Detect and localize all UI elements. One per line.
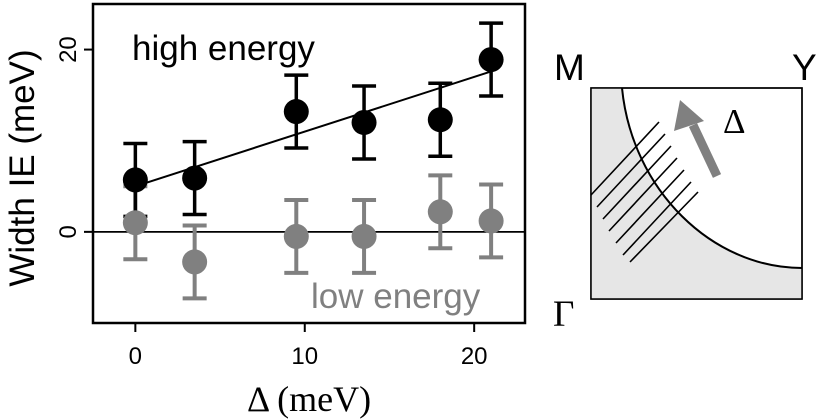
low-energy-point xyxy=(478,208,504,234)
high-energy-point xyxy=(427,107,453,133)
x-axis-label: Δ (meV) xyxy=(247,379,371,419)
high-energy-point xyxy=(351,109,377,135)
inset-corner-gamma: Γ xyxy=(553,294,574,335)
low-energy-point xyxy=(283,223,309,249)
inset-arrow-label: Δ xyxy=(723,102,746,141)
inset-corner-m: M xyxy=(554,47,585,88)
high-energy-point xyxy=(182,165,208,191)
low-energy-point xyxy=(351,223,377,249)
x-tick-label: 20 xyxy=(461,343,488,370)
inset-shaded-region xyxy=(591,88,802,299)
inset-corner-y: Y xyxy=(792,47,817,88)
inset-fermi-surface xyxy=(621,87,803,269)
low-energy-label: low energy xyxy=(311,277,481,316)
inset-brillouin-zone: Δ M Y Γ xyxy=(553,47,817,335)
plot-frame xyxy=(91,2,527,325)
high-energy-point xyxy=(122,167,148,193)
inset-delta-arrow xyxy=(674,100,722,178)
x-tick-label: 10 xyxy=(291,343,318,370)
low-energy-point xyxy=(182,249,208,275)
inset-hatch-lines xyxy=(590,121,699,263)
y-tick-label: 0 xyxy=(55,225,82,238)
low-energy-point xyxy=(427,199,453,225)
high-energy-label: high energy xyxy=(132,29,315,68)
y-tick-label: 20 xyxy=(55,36,82,63)
low-energy-point xyxy=(122,210,148,236)
high-energy-point xyxy=(283,99,309,125)
high-energy-point xyxy=(478,47,504,73)
x-tick-label: 0 xyxy=(129,343,142,370)
y-axis-label: Width IE (meV) xyxy=(3,49,42,286)
